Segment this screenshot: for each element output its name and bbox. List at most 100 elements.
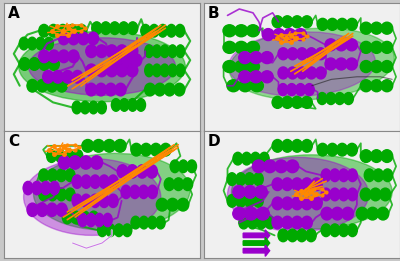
Ellipse shape xyxy=(381,150,393,162)
Ellipse shape xyxy=(62,70,73,83)
Ellipse shape xyxy=(148,216,157,229)
Ellipse shape xyxy=(95,213,104,227)
Ellipse shape xyxy=(254,173,263,185)
Ellipse shape xyxy=(346,143,357,156)
Ellipse shape xyxy=(98,224,107,236)
Ellipse shape xyxy=(47,150,56,162)
Ellipse shape xyxy=(152,64,161,77)
Ellipse shape xyxy=(223,41,236,53)
Ellipse shape xyxy=(131,143,142,156)
Ellipse shape xyxy=(229,28,394,100)
Ellipse shape xyxy=(287,229,298,242)
Ellipse shape xyxy=(136,99,146,111)
Ellipse shape xyxy=(39,25,49,37)
Ellipse shape xyxy=(29,58,40,70)
Ellipse shape xyxy=(58,50,69,63)
Ellipse shape xyxy=(317,93,327,104)
Ellipse shape xyxy=(250,71,262,83)
Ellipse shape xyxy=(335,93,344,104)
Ellipse shape xyxy=(28,38,176,95)
Ellipse shape xyxy=(339,188,348,201)
Ellipse shape xyxy=(141,143,152,156)
Ellipse shape xyxy=(41,181,50,195)
Ellipse shape xyxy=(381,80,393,92)
Ellipse shape xyxy=(111,54,122,67)
Ellipse shape xyxy=(88,32,98,45)
Ellipse shape xyxy=(128,99,137,111)
Ellipse shape xyxy=(52,70,63,83)
Text: B: B xyxy=(208,7,220,21)
Ellipse shape xyxy=(160,143,171,156)
Ellipse shape xyxy=(278,67,288,79)
Ellipse shape xyxy=(381,61,393,73)
Ellipse shape xyxy=(236,173,246,185)
Ellipse shape xyxy=(227,80,240,92)
Ellipse shape xyxy=(62,211,72,224)
Ellipse shape xyxy=(227,194,237,207)
Ellipse shape xyxy=(327,18,338,30)
Ellipse shape xyxy=(250,152,260,165)
Ellipse shape xyxy=(80,156,92,169)
Ellipse shape xyxy=(360,61,372,73)
Ellipse shape xyxy=(80,211,90,224)
Ellipse shape xyxy=(272,16,283,28)
Ellipse shape xyxy=(233,186,245,198)
Ellipse shape xyxy=(174,178,184,191)
Ellipse shape xyxy=(56,150,65,162)
Ellipse shape xyxy=(381,22,393,34)
Ellipse shape xyxy=(139,216,148,229)
Ellipse shape xyxy=(339,224,348,236)
Ellipse shape xyxy=(336,39,347,51)
Ellipse shape xyxy=(39,169,48,182)
Ellipse shape xyxy=(377,207,389,220)
Ellipse shape xyxy=(36,37,45,50)
Ellipse shape xyxy=(256,216,266,229)
Ellipse shape xyxy=(139,185,148,199)
Ellipse shape xyxy=(27,79,38,92)
Ellipse shape xyxy=(272,140,283,152)
Ellipse shape xyxy=(244,186,256,198)
Ellipse shape xyxy=(254,194,263,207)
Ellipse shape xyxy=(82,140,94,152)
Ellipse shape xyxy=(227,173,237,185)
Ellipse shape xyxy=(160,64,169,77)
Ellipse shape xyxy=(288,48,298,60)
Ellipse shape xyxy=(304,84,314,96)
Ellipse shape xyxy=(297,67,307,79)
Ellipse shape xyxy=(337,143,348,156)
Ellipse shape xyxy=(121,185,131,199)
Ellipse shape xyxy=(89,211,98,224)
Ellipse shape xyxy=(150,143,161,156)
Ellipse shape xyxy=(80,101,90,114)
Ellipse shape xyxy=(245,173,254,185)
Ellipse shape xyxy=(187,160,196,173)
Ellipse shape xyxy=(292,16,302,28)
Ellipse shape xyxy=(73,150,83,162)
Ellipse shape xyxy=(101,22,111,34)
Ellipse shape xyxy=(96,45,107,57)
Ellipse shape xyxy=(248,216,257,229)
Ellipse shape xyxy=(302,96,312,108)
Ellipse shape xyxy=(65,169,75,182)
Ellipse shape xyxy=(321,169,331,182)
Ellipse shape xyxy=(360,188,371,201)
FancyArrow shape xyxy=(243,230,270,241)
Ellipse shape xyxy=(339,169,348,182)
Ellipse shape xyxy=(90,175,100,188)
Ellipse shape xyxy=(239,80,252,92)
Ellipse shape xyxy=(126,64,138,77)
Ellipse shape xyxy=(32,181,42,195)
Ellipse shape xyxy=(19,31,185,102)
Ellipse shape xyxy=(152,45,161,57)
Ellipse shape xyxy=(23,181,33,195)
Ellipse shape xyxy=(116,45,128,57)
Ellipse shape xyxy=(119,22,129,34)
Ellipse shape xyxy=(330,188,340,201)
Ellipse shape xyxy=(164,178,174,191)
Ellipse shape xyxy=(158,25,168,37)
Text: A: A xyxy=(8,7,20,21)
Ellipse shape xyxy=(68,50,79,63)
Ellipse shape xyxy=(27,203,38,216)
Ellipse shape xyxy=(92,22,102,34)
Ellipse shape xyxy=(179,160,188,173)
